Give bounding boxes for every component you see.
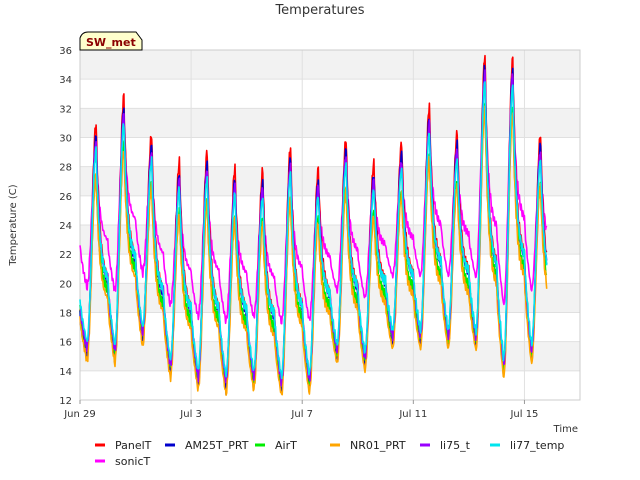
y-tick-label: 30 bbox=[59, 134, 72, 145]
y-axis-title: Temperature (C) bbox=[8, 184, 19, 266]
legend-label-sonicT: sonicT bbox=[115, 455, 151, 468]
grid-band bbox=[80, 108, 580, 138]
legend: PanelT AM25T_PRT AirT NR01_PRT li75_t li77_te… bbox=[95, 439, 564, 468]
y-tick-label: 24 bbox=[59, 221, 72, 232]
grid-band bbox=[80, 50, 580, 80]
y-tick-label: 12 bbox=[59, 396, 72, 407]
x-tick-label: Jul 3 bbox=[179, 409, 202, 420]
site-label-box: SW_met bbox=[79, 31, 143, 51]
y-tick-label: 18 bbox=[59, 309, 72, 320]
y-tick-label: 22 bbox=[59, 250, 72, 261]
x-axis-title: Time bbox=[553, 424, 578, 435]
y-tick-label: 16 bbox=[59, 338, 72, 349]
y-tick-label: 14 bbox=[59, 367, 72, 378]
chart-title: Temperatures bbox=[274, 3, 364, 18]
series-layer bbox=[79, 54, 548, 397]
y-tick-label: 32 bbox=[59, 104, 72, 115]
grid-band bbox=[80, 341, 580, 371]
legend-label-li75_t: li75_t bbox=[440, 439, 471, 452]
site-label: SW_met bbox=[86, 36, 136, 49]
x-tick-label: Jul 11 bbox=[398, 409, 427, 420]
legend-label-PanelT: PanelT bbox=[115, 439, 152, 452]
x-tick-label: Jul 15 bbox=[509, 409, 538, 420]
y-tick-label: 36 bbox=[59, 46, 72, 57]
legend-label-NR01_PRT: NR01_PRT bbox=[350, 439, 406, 452]
x-tick-label: Jul 7 bbox=[290, 409, 313, 420]
series-line-li77_temp bbox=[79, 81, 548, 380]
x-axis: Jun 29 Jul 3 Jul 7 Jul 11 Jul 15 bbox=[63, 400, 538, 420]
plot-frame bbox=[79, 49, 581, 401]
legend-label-li77_temp: li77_temp bbox=[510, 439, 564, 452]
x-tick-label: Jun 29 bbox=[63, 409, 96, 420]
legend-label-AirT: AirT bbox=[275, 439, 297, 452]
y-axis: 12 14 16 18 20 22 24 26 28 30 32 34 36 bbox=[59, 46, 72, 407]
y-tick-label: 20 bbox=[59, 279, 72, 290]
y-tick-label: 28 bbox=[59, 163, 72, 174]
legend-label-AM25T_PRT: AM25T_PRT bbox=[185, 439, 249, 452]
y-tick-label: 26 bbox=[59, 192, 72, 203]
y-tick-label: 34 bbox=[59, 75, 72, 86]
grid-band bbox=[80, 166, 580, 196]
